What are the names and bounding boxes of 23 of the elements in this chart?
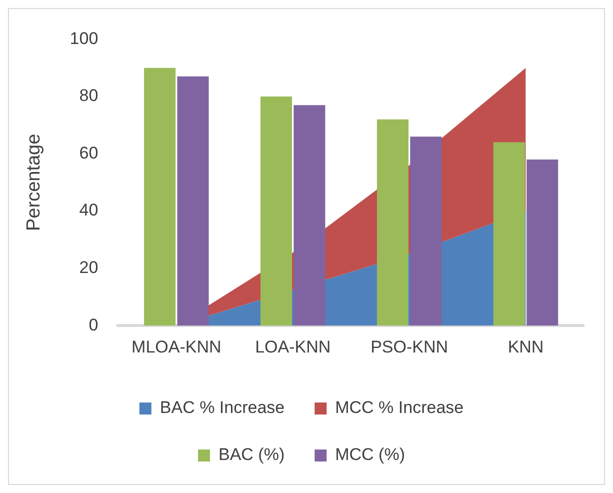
bar xyxy=(177,76,209,326)
bar xyxy=(294,105,326,326)
legend-label: BAC (%) xyxy=(218,445,285,464)
bar xyxy=(526,159,558,326)
x-tick-label: KNN xyxy=(508,337,544,356)
bar xyxy=(376,119,408,326)
bar xyxy=(260,96,292,326)
y-tick-label: 100 xyxy=(70,28,98,48)
legend-label: BAC % Increase xyxy=(160,398,285,418)
legend-label: MCC % Increase xyxy=(335,398,464,418)
bar xyxy=(410,136,442,326)
bar xyxy=(144,68,176,326)
y-tick-label: 80 xyxy=(79,86,98,106)
legend-label: MCC (%) xyxy=(335,445,406,464)
x-tick-label: PSO-KNN xyxy=(370,337,448,356)
y-tick-label: 40 xyxy=(79,200,98,220)
y-tick-label: 20 xyxy=(79,258,98,278)
x-tick-label: LOA-KNN xyxy=(255,337,331,356)
bar xyxy=(493,142,525,326)
x-tick-label: MLOA-KNN xyxy=(132,337,222,356)
y-axis-title: Percentage xyxy=(24,134,45,231)
y-tick-label: 60 xyxy=(79,143,98,162)
y-tick-label: 0 xyxy=(88,315,98,334)
